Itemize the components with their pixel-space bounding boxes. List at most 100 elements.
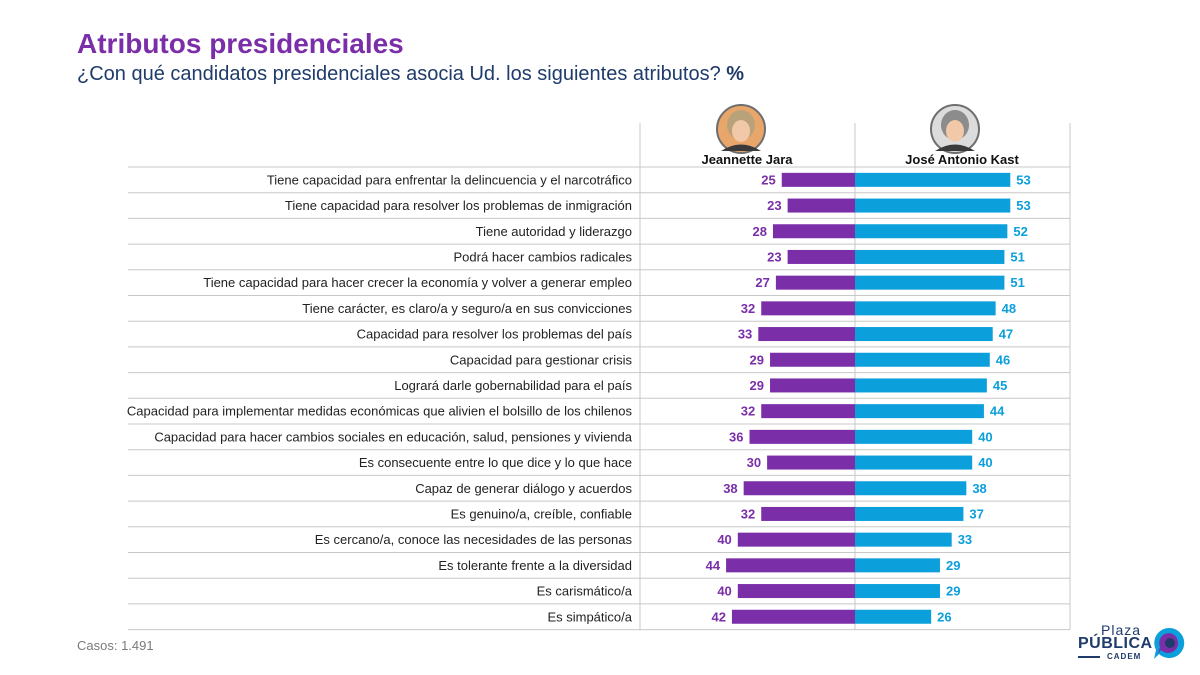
category-label: Es consecuente entre lo que dice y lo qu… (359, 455, 632, 470)
series-name-kast: José Antonio Kast (905, 152, 1019, 167)
bar-kast (855, 584, 940, 599)
kast-avatar-face (946, 120, 964, 142)
bar-jara (761, 301, 855, 316)
data-label-jara: 32 (741, 404, 755, 419)
category-label: Tiene capacidad para resolver los proble… (285, 198, 632, 213)
category-label: Es simpático/a (547, 609, 632, 624)
data-label-kast: 29 (946, 558, 960, 573)
category-label: Es cercano/a, conoce las necesidades de … (315, 532, 633, 547)
bar-jara (770, 378, 855, 393)
bar-jara (761, 506, 855, 521)
data-label-kast: 38 (972, 481, 986, 496)
data-label-jara: 32 (741, 506, 755, 521)
diverging-bar-chart: Jeannette Jara José Antonio Kast Tiene cap… (127, 104, 1071, 631)
bar-jara (770, 352, 855, 367)
data-label-kast: 53 (1016, 172, 1030, 187)
data-label-jara: 32 (741, 301, 755, 316)
bar-kast (855, 558, 940, 573)
data-label-jara: 40 (717, 584, 731, 599)
data-label-jara: 23 (767, 249, 781, 264)
data-label-jara: 23 (767, 198, 781, 213)
data-label-kast: 26 (937, 609, 951, 624)
data-label-kast: 40 (978, 429, 992, 444)
bar-kast (855, 327, 993, 342)
category-label: Tiene capacidad para hacer crecer la eco… (203, 275, 632, 290)
category-label: Capacidad para gestionar crisis (450, 352, 633, 367)
data-label-kast: 46 (996, 352, 1010, 367)
series-name-jara: Jeannette Jara (701, 152, 793, 167)
bar-kast (855, 301, 996, 316)
bar-kast (855, 275, 1005, 290)
category-label: Podrá hacer cambios radicales (454, 249, 633, 264)
category-label: Es genuino/a, creíble, confiable (451, 506, 632, 521)
category-label: Tiene capacidad para enfrentar la delinc… (267, 172, 632, 187)
sample-size-note: Casos: 1.491 (77, 638, 154, 653)
category-label: Tiene autoridad y liderazgo (476, 224, 632, 239)
jara-avatar-shoulders (721, 144, 761, 151)
bar-jara (737, 584, 855, 599)
bar-kast (855, 532, 952, 547)
category-label: Es tolerante frente a la diversidad (438, 558, 632, 573)
bar-jara (781, 172, 855, 187)
logo-text-cadem: CADEM (1107, 652, 1142, 661)
data-label-kast: 45 (993, 378, 1007, 393)
subtitle-unit: % (726, 63, 745, 85)
data-label-kast: 44 (990, 404, 1005, 419)
data-label-jara: 42 (711, 609, 725, 624)
data-label-jara: 30 (747, 455, 761, 470)
data-label-kast: 53 (1016, 198, 1030, 213)
kast-avatar-shoulders (935, 144, 975, 151)
bar-kast (855, 249, 1005, 264)
data-label-jara: 38 (723, 481, 737, 496)
bar-jara (787, 249, 855, 264)
data-label-kast: 29 (946, 584, 960, 599)
data-label-jara: 36 (729, 429, 743, 444)
data-label-kast: 47 (999, 327, 1013, 342)
data-label-jara: 40 (717, 532, 731, 547)
data-label-kast: 33 (958, 532, 972, 547)
bar-jara (743, 481, 855, 496)
data-label-kast: 51 (1010, 249, 1024, 264)
data-label-kast: 51 (1010, 275, 1024, 290)
category-label: Capacidad para hacer cambios sociales en… (154, 429, 632, 444)
category-label: Capacidad para resolver los problemas de… (357, 327, 633, 342)
data-label-jara: 28 (752, 224, 766, 239)
bar-kast (855, 455, 973, 470)
bar-jara (737, 532, 855, 547)
data-label-kast: 48 (1002, 301, 1016, 316)
category-label: Tiene carácter, es claro/a y seguro/a en… (302, 301, 632, 316)
bar-kast (855, 609, 932, 624)
bar-kast (855, 429, 973, 444)
bar-kast (855, 352, 990, 367)
category-label: Capacidad para implementar medidas econó… (127, 404, 633, 419)
bar-jara (726, 558, 855, 573)
bar-kast (855, 404, 984, 419)
chart-subtitle: ¿Con qué candidatos presidenciales asoci… (77, 63, 744, 86)
bar-jara (731, 609, 855, 624)
chart-title: Atributos presidenciales (77, 28, 404, 59)
category-label: Capaz de generar diálogo y acuerdos (415, 481, 632, 496)
data-label-jara: 29 (750, 378, 764, 393)
bar-jara (775, 275, 855, 290)
bar-kast (855, 198, 1011, 213)
category-label: Logrará darle gobernabilidad para el paí… (394, 378, 632, 393)
data-label-jara: 33 (738, 327, 752, 342)
bar-kast (855, 224, 1008, 239)
bar-jara (772, 224, 855, 239)
bar-jara (749, 429, 855, 444)
bar-kast (855, 378, 987, 393)
data-label-kast: 37 (969, 506, 983, 521)
category-label: Es carismático/a (537, 584, 633, 599)
bar-jara (758, 327, 855, 342)
logo-text-publica: PÚBLICA (1078, 635, 1153, 652)
data-label-jara: 44 (706, 558, 721, 573)
data-label-kast: 40 (978, 455, 992, 470)
bar-kast (855, 172, 1011, 187)
data-label-jara: 25 (761, 172, 775, 187)
bar-kast (855, 481, 967, 496)
speech-bubble-icon (1154, 627, 1185, 659)
data-label-jara: 29 (750, 352, 764, 367)
bar-jara (767, 455, 855, 470)
logo-text-plaza: Plaza (1101, 622, 1142, 638)
jara-avatar-face (732, 120, 750, 142)
